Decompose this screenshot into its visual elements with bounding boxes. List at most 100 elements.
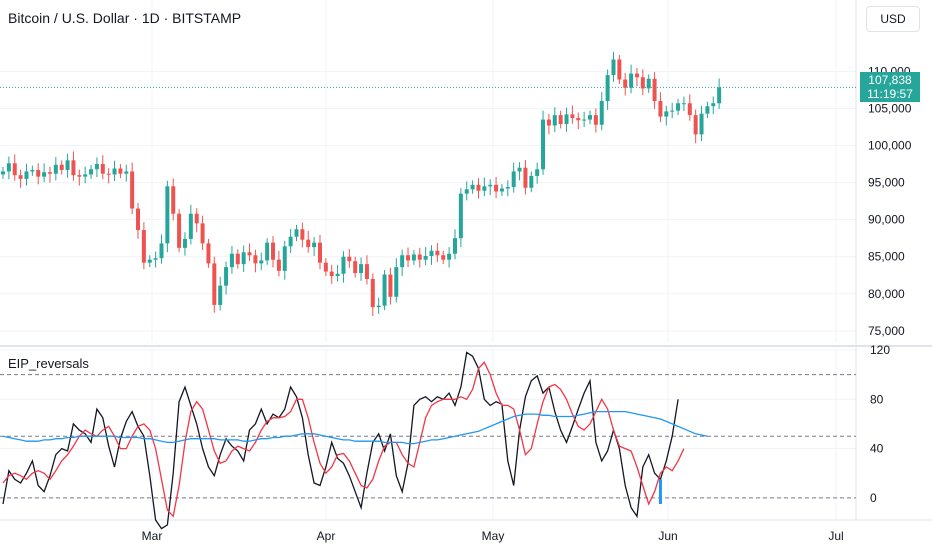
candle-body xyxy=(100,164,105,174)
candle-body xyxy=(376,305,381,308)
candle-body xyxy=(47,172,52,174)
candle-body xyxy=(247,252,252,256)
candle-body xyxy=(482,186,487,191)
candle-body xyxy=(306,239,311,248)
osc-axis-label: 80 xyxy=(870,392,884,406)
candle-body xyxy=(18,175,23,179)
candle-body xyxy=(523,167,528,188)
candle-body xyxy=(588,115,592,120)
candle-body xyxy=(112,168,117,175)
candle-body xyxy=(664,111,669,117)
candle-body xyxy=(541,119,546,170)
candle-body xyxy=(670,110,675,112)
price-axis-label: 95,000 xyxy=(868,176,905,190)
candle-body xyxy=(546,119,551,126)
price-axis-label: 90,000 xyxy=(868,213,905,227)
candle-body xyxy=(218,285,223,305)
candle-body xyxy=(59,164,64,170)
time-axis-label: Jul xyxy=(828,529,843,543)
candle-body xyxy=(435,250,440,256)
candle-body xyxy=(717,87,722,104)
candle-body xyxy=(699,113,704,135)
candle-body xyxy=(634,73,639,78)
candle-body xyxy=(335,273,340,277)
candle-body xyxy=(576,118,581,121)
candle-body xyxy=(582,119,587,121)
candle-body xyxy=(646,78,651,89)
candle-body xyxy=(124,171,129,174)
candle-body xyxy=(317,242,322,263)
candle-body xyxy=(200,223,205,244)
candle-body xyxy=(276,259,281,271)
candle-body xyxy=(229,253,234,268)
candle-body xyxy=(411,254,416,261)
candle-body xyxy=(118,168,123,174)
candle-body xyxy=(235,253,240,265)
candle-body xyxy=(364,264,369,279)
candle-body xyxy=(53,164,58,174)
candle-body xyxy=(494,184,499,192)
candle-body xyxy=(182,238,187,248)
candle-body xyxy=(488,184,493,187)
candle-body xyxy=(611,59,616,76)
candle-body xyxy=(165,186,170,244)
candle-body xyxy=(605,75,610,102)
price-axis-label: 80,000 xyxy=(868,287,905,301)
candle-body xyxy=(253,255,258,264)
candle-body xyxy=(447,253,452,260)
candle-body xyxy=(470,184,475,190)
candle-body xyxy=(423,255,428,260)
candle-body xyxy=(106,173,111,175)
osc-series-line-1 xyxy=(2,351,679,530)
candle-body xyxy=(535,169,540,176)
candle-body xyxy=(382,274,387,306)
time-axis-label: May xyxy=(482,529,505,543)
candle-body xyxy=(593,115,598,125)
currency-button[interactable]: USD xyxy=(866,6,920,32)
candle-body xyxy=(241,252,246,265)
osc-axis-label: 40 xyxy=(870,442,884,456)
price-axis-label: 75,000 xyxy=(868,324,905,338)
indicator-label[interactable]: EIP_reversals xyxy=(8,356,89,371)
candle-body xyxy=(693,115,698,135)
candle-body xyxy=(623,79,628,88)
candle-body xyxy=(89,169,94,175)
candle-body xyxy=(400,255,405,268)
time-axis-label: Jun xyxy=(658,529,677,543)
candle-body xyxy=(341,256,346,274)
candle-body xyxy=(24,171,29,179)
candle-body xyxy=(6,163,11,172)
candle-body xyxy=(147,259,152,263)
candle-countdown: 11:19:57 xyxy=(867,87,913,101)
candle-body xyxy=(687,103,692,116)
candle-body xyxy=(12,163,17,176)
candle-body xyxy=(529,175,534,188)
candle-body xyxy=(681,103,686,105)
last-price-tag: 107,838 11:19:57 xyxy=(860,72,920,102)
candle-body xyxy=(441,255,446,260)
candle-body xyxy=(177,213,182,248)
candle-body xyxy=(617,59,622,80)
candle-body xyxy=(65,160,70,170)
candle-body xyxy=(676,103,681,111)
candle-body xyxy=(71,160,76,176)
time-axis-label: Mar xyxy=(142,529,163,543)
candle-body xyxy=(394,267,399,297)
candle-body xyxy=(640,77,645,89)
candle-body xyxy=(194,213,199,224)
candle-body xyxy=(282,246,287,271)
candle-body xyxy=(511,171,516,188)
candle-body xyxy=(141,230,146,263)
candle-body xyxy=(206,243,211,264)
candle-body xyxy=(136,208,141,231)
candle-body xyxy=(558,115,563,125)
candle-body xyxy=(77,175,82,177)
candle-body xyxy=(370,278,375,308)
time-axis-label: Apr xyxy=(317,529,336,543)
candle-body xyxy=(388,274,393,297)
candle-body xyxy=(552,115,557,126)
candle-body xyxy=(505,187,510,189)
candle-body xyxy=(323,262,328,272)
price-axis-label: 100,000 xyxy=(868,139,912,153)
